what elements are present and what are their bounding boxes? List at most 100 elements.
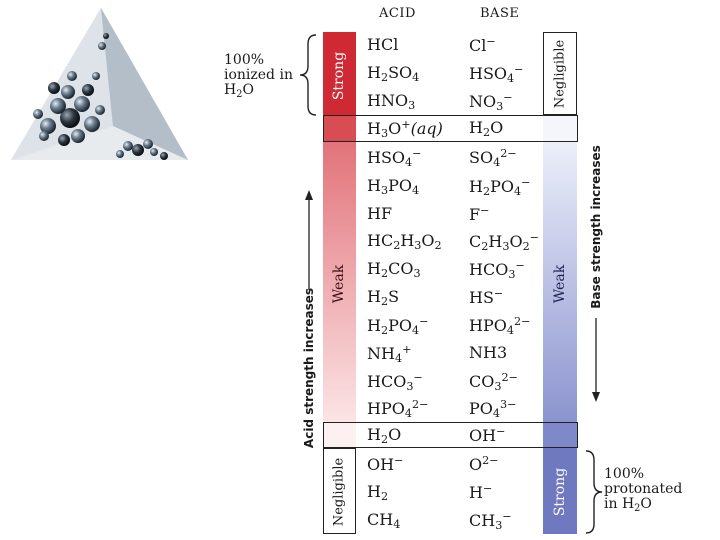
acid-species-part: H (367, 259, 381, 278)
base-species-2: NO3− (469, 91, 513, 113)
base-species-13: PO43− (469, 398, 517, 420)
acid-header: ACID (379, 6, 416, 21)
base-species-part: CH (469, 511, 496, 530)
base-species-part: 2− (500, 147, 517, 160)
base-species-part: 2− (482, 454, 499, 467)
base-species-7: C2H3O2− (469, 231, 539, 253)
acid-species-part: − (394, 454, 404, 467)
base-species-part: NH3 (469, 343, 508, 362)
acid-species-part: H (367, 176, 381, 195)
protonated-note: 100% protonated in H2O (604, 467, 682, 516)
acid-species-part: H (367, 287, 381, 306)
base-species-part: 3 (495, 519, 503, 532)
acid-species-3: H3O+(aq) (367, 118, 443, 140)
base-species-12: CO32− (469, 371, 518, 393)
acid-species-part: H (367, 63, 381, 82)
acid-species-part: HCl (367, 35, 399, 54)
acid-species-part: 2 (380, 324, 389, 337)
base-species-part: 2 (482, 126, 491, 139)
acid-species-part: 2 (434, 239, 442, 252)
acid-species-part: O (388, 425, 402, 444)
acid-species-10: H2PO4− (367, 315, 428, 337)
acid-h2o-band (323, 422, 356, 448)
acid-species-part: HF (367, 204, 393, 223)
acid-species-part: 3 (380, 127, 389, 140)
base-species-part: H (488, 232, 503, 251)
acid-species-part: S (388, 287, 400, 306)
acid-weak-band (323, 142, 356, 422)
base-species-6: F− (469, 204, 489, 224)
acid-species-part: PO (388, 316, 412, 335)
molecule-illustration (8, 6, 190, 166)
acid-species-5: H3PO4 (367, 176, 419, 197)
acid-species-part: HPO (367, 399, 405, 418)
base-species-part: PO (490, 177, 514, 196)
molecule-small (116, 139, 168, 160)
base-weak-band (543, 142, 577, 422)
ionized-note: 100% ionized in H2O (224, 53, 293, 102)
acid-species-part: HCO (367, 372, 407, 391)
base-h2o-band (543, 115, 577, 142)
acid-species-part: 4 (394, 352, 403, 365)
base-species-part: CO (469, 372, 495, 391)
base-negligible-box (543, 32, 577, 115)
acid-species-part: − (419, 315, 429, 328)
acid-species-0: HCl (367, 35, 398, 54)
base-species-4: SO42− (469, 147, 517, 169)
ionized-brace (296, 34, 320, 120)
base-weak-label: Weak (552, 264, 568, 304)
acid-species-part: PO (388, 176, 412, 195)
acid-species-7: HC2H3O2 (367, 231, 442, 252)
water-cluster (33, 33, 109, 146)
protonated-line1: 100% (604, 466, 645, 482)
protonated-tail: O (640, 496, 652, 512)
acid-species-part: + (401, 118, 411, 131)
base-species-part: 2 (482, 185, 491, 198)
base-species-part: 4 (492, 407, 501, 420)
base-species-part: NO (469, 92, 497, 111)
base-species-part: 3 (508, 268, 516, 281)
acid-species-1: H2SO4 (367, 63, 419, 84)
acid-negligible-label: Negligible (331, 457, 347, 527)
base-species-part: − (514, 63, 524, 76)
acid-species-11: NH4+ (367, 343, 411, 365)
base-species-part: HPO (469, 316, 507, 335)
base-species-part: 2− (501, 371, 518, 384)
acid-species-part: 4 (404, 407, 412, 420)
base-strength-arrow (590, 318, 602, 406)
acid-species-8: H2CO3 (367, 259, 421, 280)
base-species-part: H (469, 118, 483, 137)
base-species-part: 3− (500, 398, 517, 411)
acid-species-part: CO (388, 259, 414, 278)
base-species-part: − (515, 259, 525, 272)
acid-species-part: + (402, 343, 412, 356)
base-species-part: Cl (469, 36, 487, 55)
acid-species-13: HPO42− (367, 398, 428, 420)
base-species-part: 4 (513, 185, 522, 198)
protonated-line3: in H (604, 496, 635, 512)
acid-species-part: (aq) (410, 119, 443, 138)
base-species-8: HCO3− (469, 259, 525, 281)
base-species-10: HPO42− (469, 315, 530, 337)
acid-species-part: 2− (411, 398, 429, 411)
acid-strong-label: Strong (331, 51, 347, 101)
acid-species-part: H (367, 316, 381, 335)
base-species-part: − (521, 176, 531, 189)
base-oh-band (543, 422, 577, 448)
acid-strong-band (323, 32, 356, 115)
acid-strength-arrow (303, 190, 315, 294)
acid-species-part: 3 (406, 380, 414, 393)
base-species-part: − (482, 482, 493, 495)
base-species-part: C (469, 232, 482, 251)
acid-species-part: O (388, 119, 402, 138)
ionized-line1: 100% (224, 52, 265, 68)
acid-species-part: H (367, 482, 381, 501)
acid-species-part: H (367, 425, 381, 444)
acid-species-part: O (421, 231, 435, 250)
acid-weak-label: Weak (331, 264, 347, 304)
base-species-5: H2PO4− (469, 176, 530, 198)
acid-species-15: OH− (367, 454, 403, 474)
acid-species-part: 3 (380, 184, 389, 197)
base-species-part: O (490, 118, 504, 137)
acid-species-14: H2O (367, 425, 401, 446)
